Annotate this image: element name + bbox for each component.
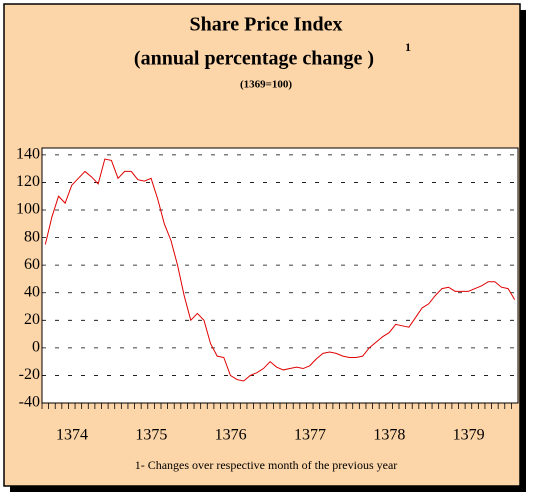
footnote: 1- Changes over respective month of the … [135, 458, 398, 472]
y-tick-label: 40 [24, 283, 40, 300]
y-tick-label: -20 [19, 366, 40, 383]
y-tick-label: 0 [32, 339, 40, 356]
x-tick-label: 1376 [215, 427, 247, 444]
series-line [44, 158, 516, 382]
y-tick-label: 100 [16, 201, 40, 218]
y-tick-label: 120 [16, 173, 40, 190]
footnote-marker: 1 [405, 40, 411, 54]
y-tick-label: -40 [19, 394, 40, 411]
y-tick-label: 20 [24, 311, 40, 328]
base-note: (1369=100) [240, 79, 292, 91]
x-tick-label: 1374 [56, 427, 88, 444]
y-tick-label: 80 [24, 228, 40, 245]
x-tick-label: 1379 [453, 427, 485, 444]
x-tick-label: 1378 [373, 427, 405, 444]
x-tick-label: 1377 [294, 427, 326, 444]
plot-area [41, 147, 519, 404]
y-tick-label: 60 [24, 256, 40, 273]
x-tick-label: 1375 [135, 427, 167, 444]
chart-title: Share Price Index [190, 14, 343, 36]
y-tick-label: 140 [16, 146, 40, 163]
chart-subtitle: (annual percentage change ) [134, 48, 374, 70]
